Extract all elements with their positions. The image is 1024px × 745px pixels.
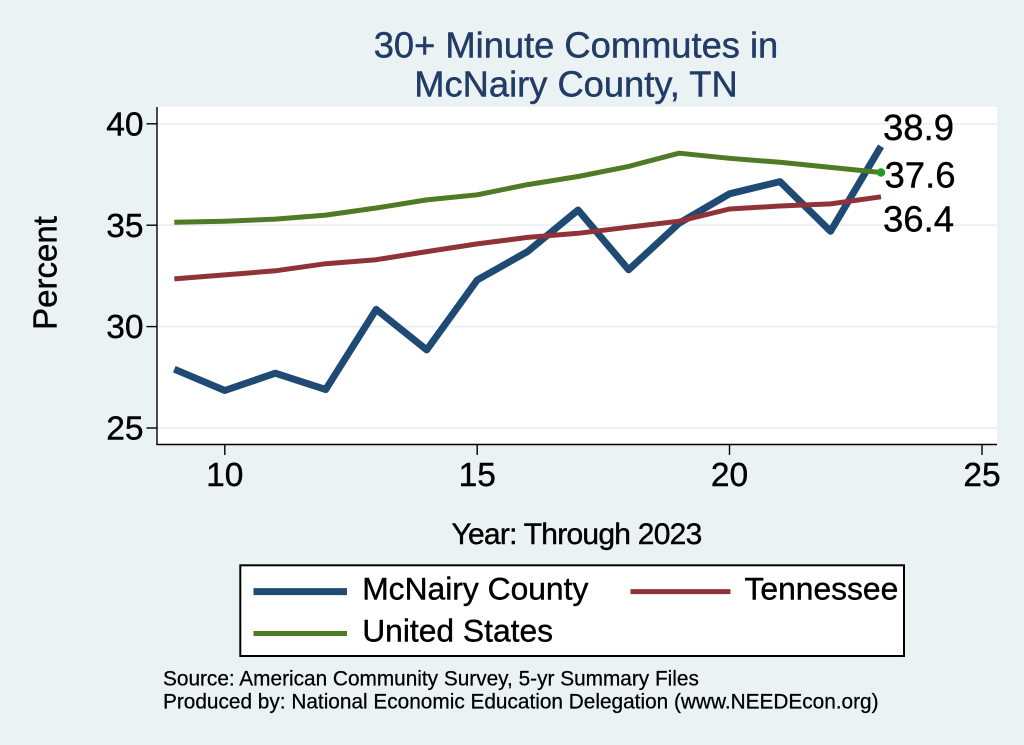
svg-text:37.6: 37.6 — [885, 154, 956, 195]
svg-text:Tennessee: Tennessee — [745, 571, 899, 607]
svg-text:40: 40 — [106, 106, 143, 143]
svg-text:38.9: 38.9 — [883, 107, 954, 148]
svg-text:Year: Through 2023: Year: Through 2023 — [451, 518, 701, 551]
svg-text:36.4: 36.4 — [883, 199, 954, 240]
svg-text:United States: United States — [362, 612, 553, 648]
svg-text:McNairy County, TN: McNairy County, TN — [414, 64, 737, 105]
svg-text:15: 15 — [459, 457, 496, 494]
svg-text:35: 35 — [106, 208, 143, 245]
svg-text:McNairy County: McNairy County — [362, 571, 588, 607]
svg-text:30: 30 — [106, 309, 143, 346]
svg-text:25: 25 — [106, 411, 143, 448]
svg-text:Produced by: National Economic: Produced by: National Economic Education… — [163, 691, 879, 714]
svg-text:10: 10 — [206, 457, 243, 494]
svg-text:25: 25 — [963, 457, 1000, 494]
svg-text:Percent: Percent — [27, 216, 64, 330]
svg-text:20: 20 — [711, 457, 748, 494]
svg-text:30+ Minute Commutes in: 30+ Minute Commutes in — [374, 25, 779, 66]
svg-text:Source: American Community Sur: Source: American Community Survey, 5-yr … — [163, 668, 699, 691]
